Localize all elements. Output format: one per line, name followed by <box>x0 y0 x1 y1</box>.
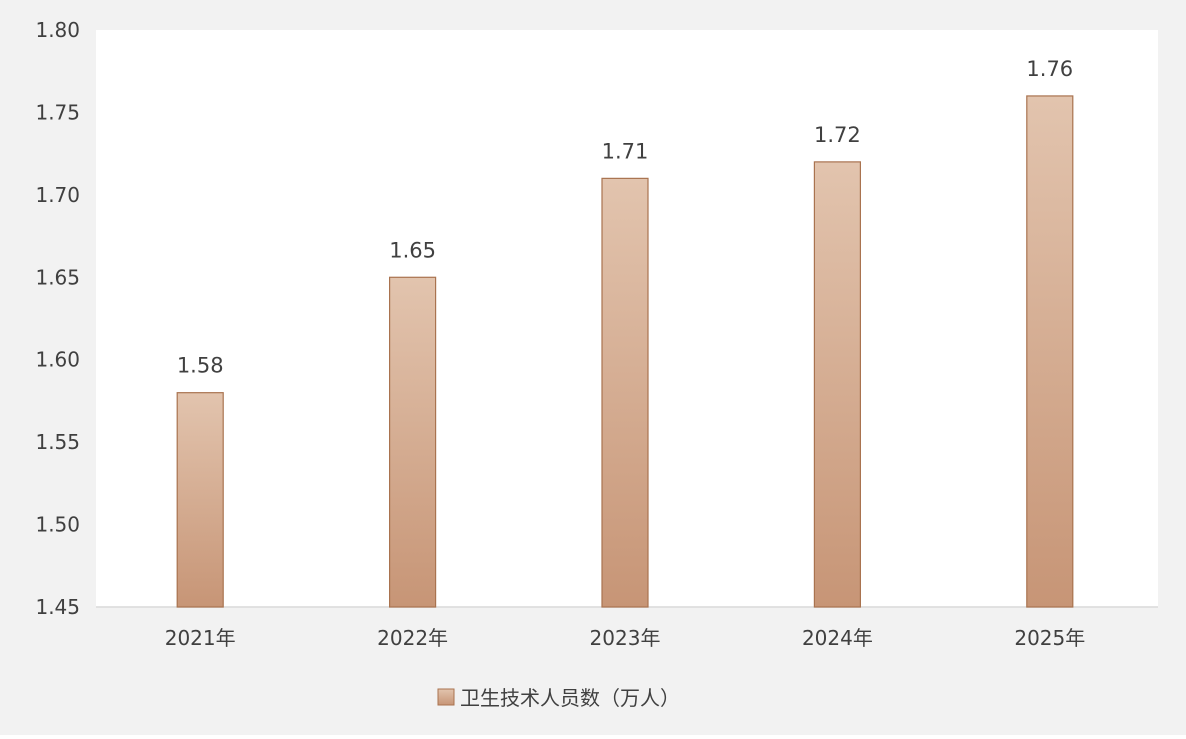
x-axis: 2021年 2022年 2023年 2024年 2025年 <box>165 626 1086 650</box>
y-tick-label: 1.45 <box>35 595 80 619</box>
x-tick-label: 2025年 <box>1014 626 1085 650</box>
y-axis: 1.45 1.50 1.55 1.60 1.65 1.70 1.75 1.80 <box>35 18 80 619</box>
data-label: 1.65 <box>389 238 436 262</box>
data-label: 1.72 <box>814 123 861 147</box>
legend-label: 卫生技术人员数（万人） <box>460 686 680 710</box>
bar <box>601 177 649 608</box>
x-tick-label: 2022年 <box>377 626 448 650</box>
y-tick-label: 1.65 <box>35 265 80 289</box>
y-tick-label: 1.80 <box>35 18 80 42</box>
data-label: 1.58 <box>177 354 224 378</box>
bar <box>1026 95 1074 608</box>
legend-swatch <box>437 688 455 706</box>
data-label: 1.76 <box>1026 57 1073 81</box>
legend: 卫生技术人员数（万人） <box>437 686 680 710</box>
y-tick-label: 1.55 <box>35 430 80 454</box>
y-tick-label: 1.75 <box>35 100 80 124</box>
y-tick-label: 1.70 <box>35 183 80 207</box>
bar-series: 1.58 1.65 1.71 1.72 1.76 <box>176 57 1074 608</box>
x-tick-label: 2024年 <box>802 626 873 650</box>
data-label: 1.71 <box>602 139 649 163</box>
y-tick-label: 1.60 <box>35 348 80 372</box>
bar <box>176 392 224 608</box>
y-tick-label: 1.50 <box>35 513 80 537</box>
bar <box>813 161 862 608</box>
x-tick-label: 2021年 <box>165 626 236 650</box>
x-tick-label: 2023年 <box>590 626 661 650</box>
bar <box>389 276 437 608</box>
